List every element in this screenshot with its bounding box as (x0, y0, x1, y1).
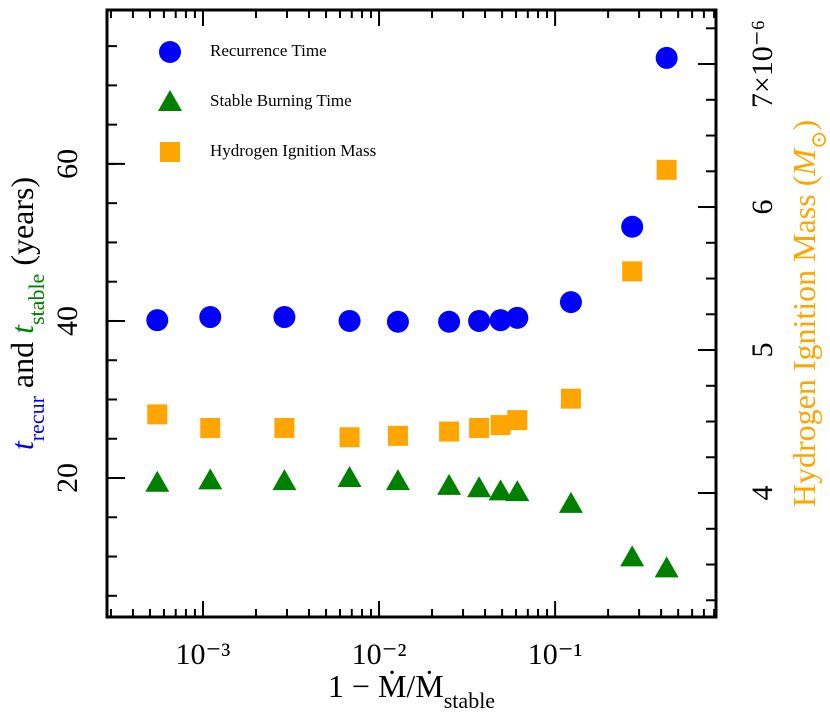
legend-label: Recurrence Time (210, 41, 327, 60)
point (272, 469, 297, 491)
point (439, 421, 460, 442)
y2-axis-label: Hydrogen Ignition Mass (M⊙) (786, 120, 830, 507)
x-tick-label: 10⁻³ (176, 638, 231, 671)
point (387, 425, 408, 446)
y-axis-label-part: t (4, 324, 40, 334)
point (337, 466, 362, 488)
y2-tick-label: 6 (746, 200, 779, 215)
point (654, 556, 679, 578)
legend-label: Hydrogen Ignition Mass (210, 141, 376, 160)
point (386, 310, 409, 333)
y2-axis-label-part: ) (786, 120, 822, 131)
legend-marker (160, 142, 180, 162)
y-tick-label: 20 (51, 463, 84, 493)
point (338, 309, 361, 332)
point (490, 415, 511, 436)
point (656, 159, 677, 180)
point (147, 404, 168, 425)
point (469, 417, 490, 438)
x-tick-label: 10⁻¹ (528, 638, 583, 671)
y-tick-label: 60 (51, 149, 84, 179)
point (506, 306, 529, 329)
plot-frame (105, 8, 718, 619)
point (468, 309, 491, 332)
legend-marker (158, 90, 182, 111)
x-axis-label: 1 − Ṁ/Ṁstable (328, 668, 495, 712)
y2-tick-label: 4 (746, 486, 779, 501)
legend-marker (159, 41, 181, 63)
point (558, 491, 583, 513)
y-axis-label-part: t (4, 440, 40, 450)
point (620, 545, 645, 567)
point (505, 480, 530, 502)
point (385, 469, 410, 491)
point (339, 427, 360, 448)
point (273, 306, 296, 329)
point (198, 468, 223, 490)
y2-tick-label: 5 (746, 343, 779, 358)
x-axis-label-part: stable (444, 688, 495, 713)
y-axis-label-part: recur (24, 395, 49, 441)
point (560, 388, 581, 409)
point (274, 417, 295, 438)
point (199, 306, 222, 329)
point (438, 310, 461, 333)
y2-tick-label: 7×10⁻⁶ (746, 20, 779, 108)
point (146, 309, 169, 332)
y-axis-label-part: and (4, 334, 40, 396)
point (489, 309, 512, 332)
y-axis-label: trecur and tstable (years) (4, 177, 48, 450)
point (621, 215, 644, 238)
point (507, 410, 528, 431)
y2-axis-label-part: ⊙ (806, 131, 830, 149)
legend-label: Stable Burning Time (210, 91, 352, 110)
y-tick-label: 40 (51, 306, 84, 336)
x-axis-label-part: 1 − Ṁ/Ṁ (328, 668, 444, 704)
y-axis-label-part: (years) (4, 177, 40, 274)
point (437, 473, 462, 495)
y2-axis-label-part: M (786, 147, 822, 177)
point (622, 261, 643, 282)
point (559, 291, 582, 314)
x-tick-label: 10⁻² (352, 638, 407, 671)
point (200, 417, 221, 438)
point (488, 479, 513, 501)
point (145, 470, 170, 492)
point (467, 476, 492, 498)
point (655, 46, 678, 69)
y-axis-label-part: stable (24, 274, 49, 325)
y2-axis-label-part: Hydrogen Ignition Mass ( (786, 176, 822, 508)
